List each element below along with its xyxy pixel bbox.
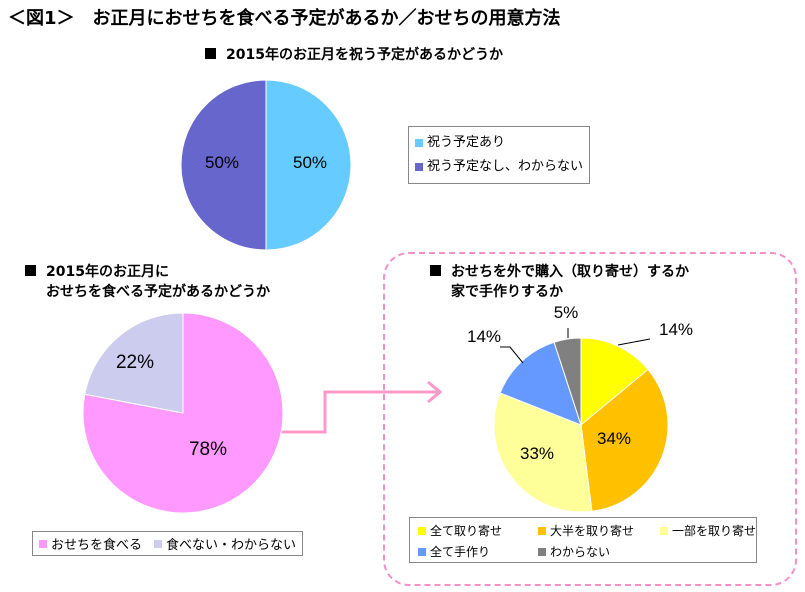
data-label: 78% [189,439,227,460]
legend-swatch [415,163,423,171]
legend-swatch [418,547,426,556]
pie-slice [553,337,582,426]
legend-swatch [538,526,546,535]
square-bullet-icon [430,265,441,276]
legend-item: 食べない・わからない [154,534,296,553]
data-label: 22% [116,352,154,373]
chart3-legend: 全て取り寄せ 大半を取り寄せ 一部を取り寄せ 全て手作り わからない [409,517,757,563]
data-label: 14% [659,320,693,339]
legend-item: 一部を取り寄せ [660,522,756,539]
chart2-legend: おせちを食べる 食べない・わからない [32,531,304,556]
pie-slice [580,337,649,427]
legend-item: 祝う予定あり [415,131,583,155]
leader-line [617,338,651,346]
legend-item: おせちを食べる [39,534,142,553]
pie-slice [180,79,267,251]
legend-swatch [39,539,47,548]
legend-item: わからない [538,543,610,560]
chart1-title: 2015年のお正月を祝う予定があるかどうか [205,44,503,64]
data-label: 5% [554,303,579,322]
legend-item: 祝う予定なし、わからない [415,155,583,179]
pie-slice [493,392,593,513]
data-label: 50% [293,153,327,172]
legend-swatch [660,526,668,535]
data-label: 14% [467,327,501,346]
data-label: 50% [205,153,239,172]
legend-item: 全て手作り [418,543,490,560]
figure-title: ＜図1＞ お正月におせちを食べる予定があるか／おせちの用意方法 [8,8,561,29]
legend-item: 全て取り寄せ [418,522,502,539]
pie-slice [265,79,352,251]
chart1-legend: 祝う予定あり 祝う予定なし、わからない [408,126,591,184]
square-bullet-icon [25,265,36,276]
legend-item: 大半を取り寄せ [538,522,634,539]
dashed-highlight-box [383,252,797,586]
legend-swatch [154,539,163,548]
pie-slice [84,312,184,414]
pie-slice [580,368,669,512]
data-label: 34% [597,429,631,448]
legend-swatch [418,526,426,535]
chart3-title: おせちを外で購入（取り寄せ）するか 家で手作りするか [430,262,689,302]
square-bullet-icon [205,48,216,59]
leader-line [500,346,524,364]
chart2-title: 2015年のお正月に おせちを食べる予定があるかどうか [25,262,270,302]
data-label: 33% [520,444,554,463]
legend-swatch [415,139,423,147]
arrow-connector [240,380,443,434]
legend-swatch [538,547,546,556]
